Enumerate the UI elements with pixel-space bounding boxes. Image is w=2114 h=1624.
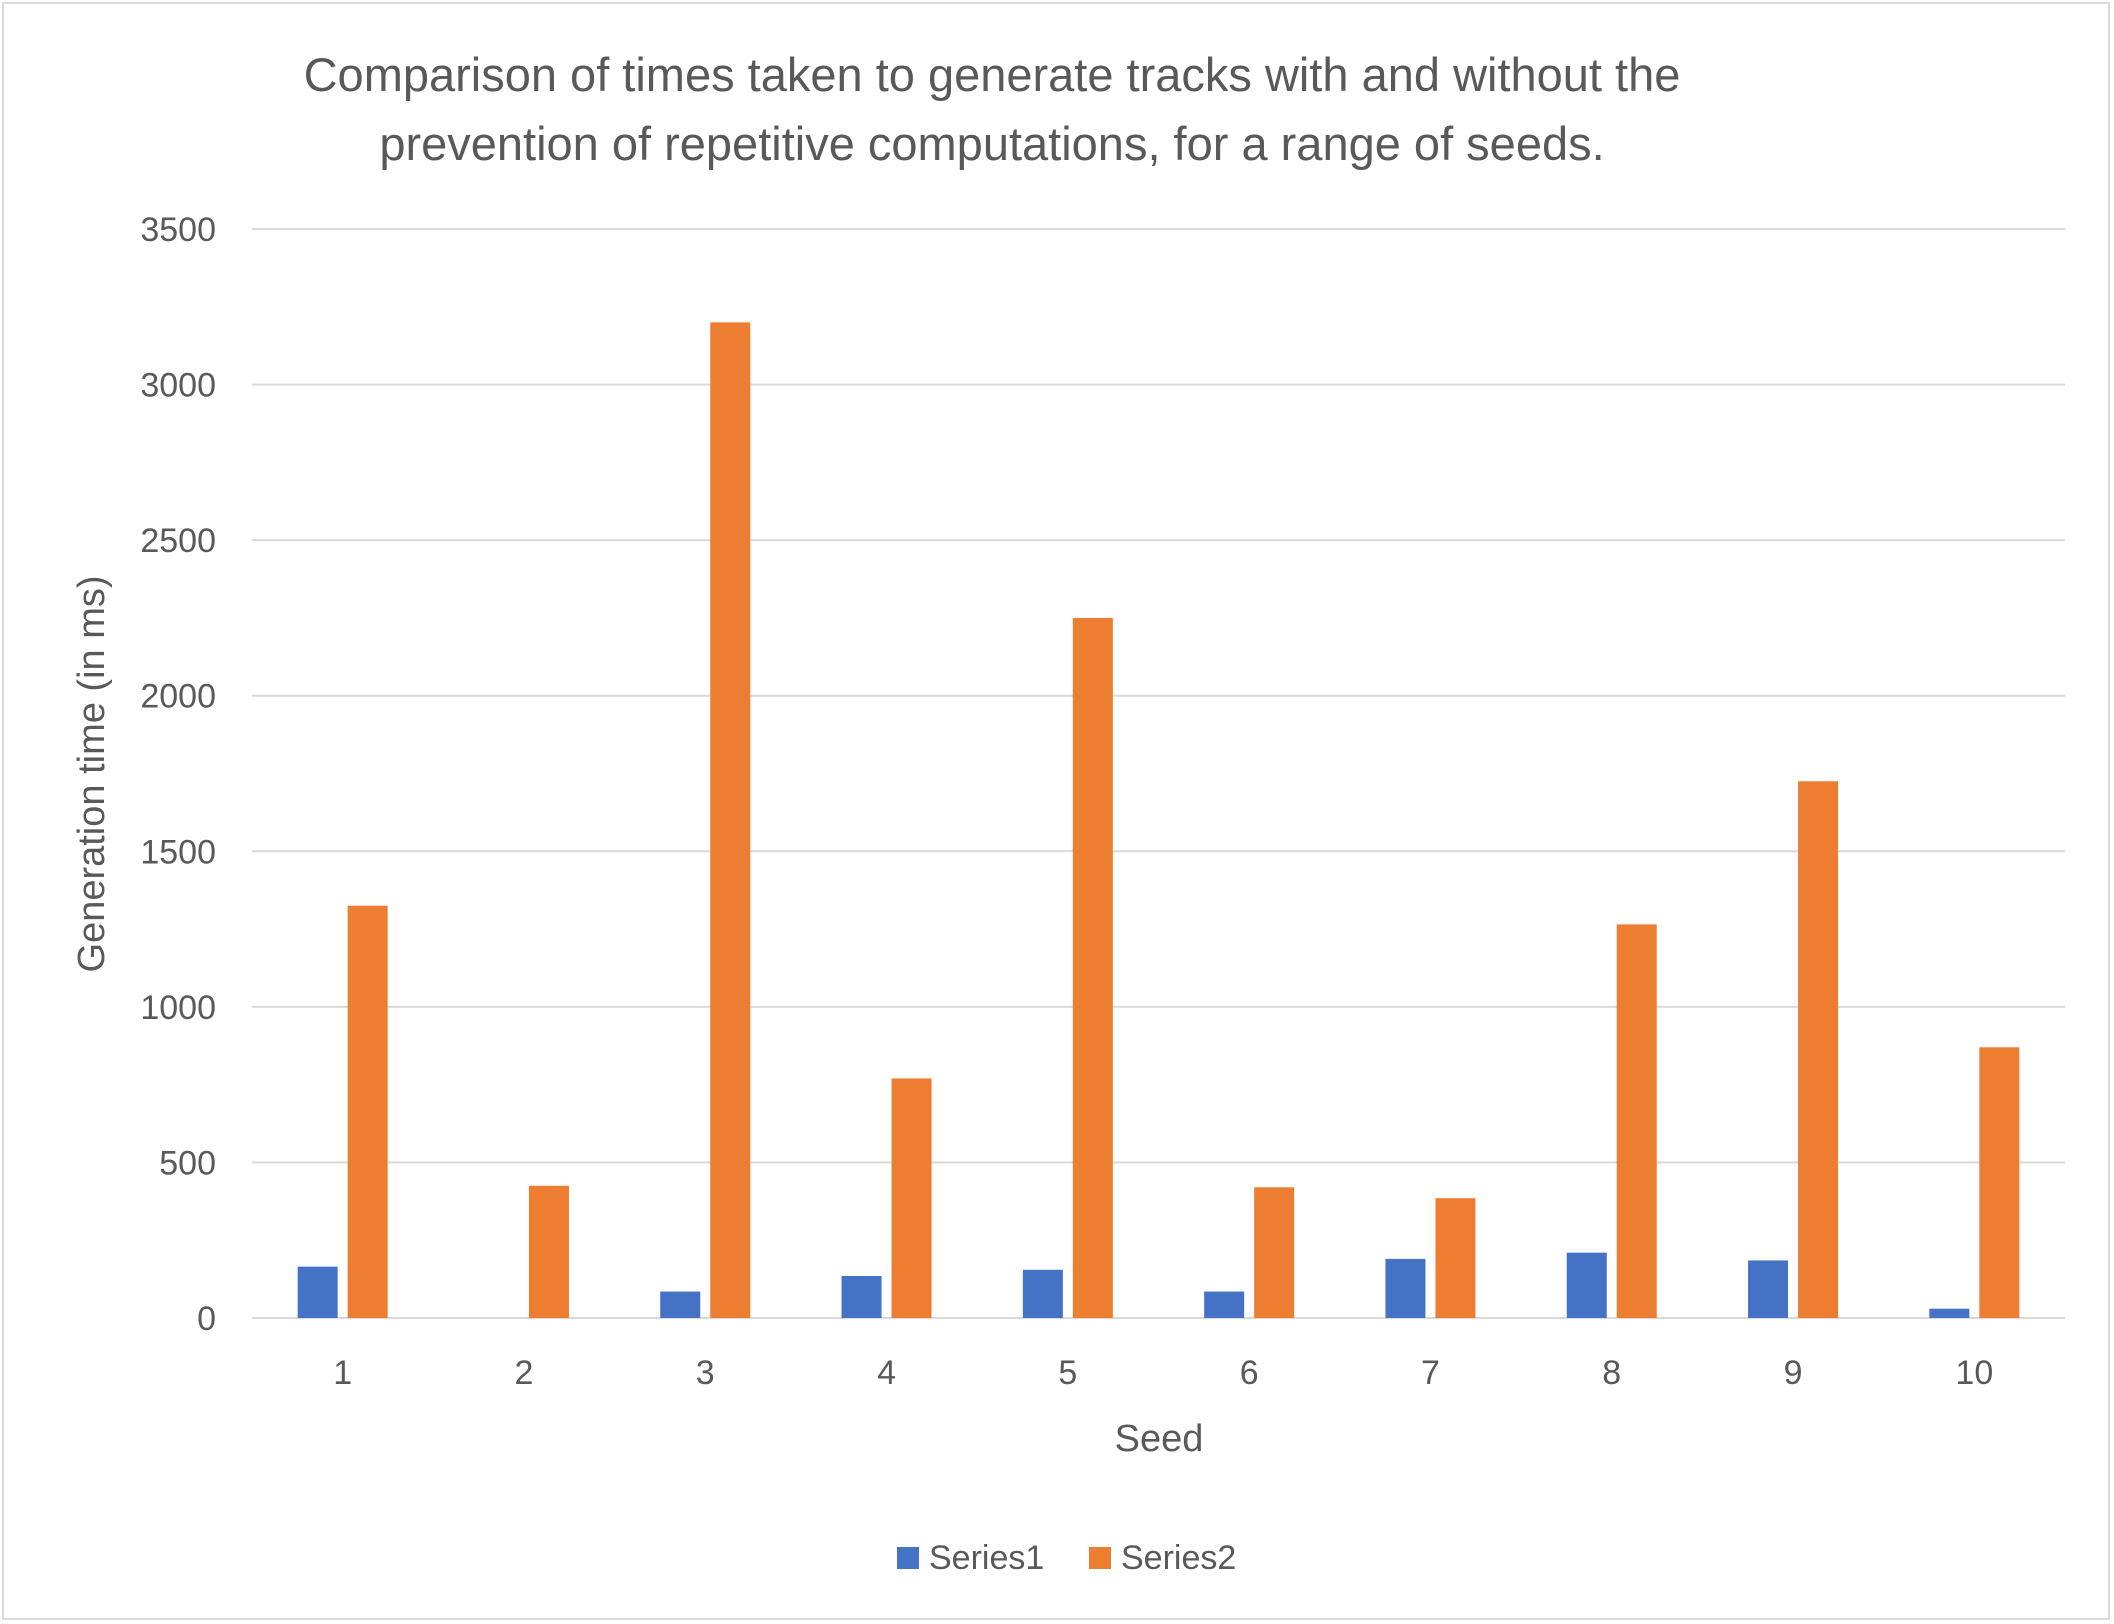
y-axis-ticks: 0 500 1000 1500 2000 2500 3000 3500: [140, 211, 216, 1338]
gridlines: [252, 228, 2065, 1319]
x-tick-label: 6: [1240, 1354, 1259, 1392]
y-tick-label: 3500: [140, 211, 216, 249]
bar-series2-1: [347, 905, 388, 1318]
bar-series1-1: [297, 1266, 338, 1318]
x-tick-label: 1: [333, 1354, 352, 1392]
bar-series1-9: [1748, 1260, 1789, 1318]
bar-series2-6: [1254, 1187, 1295, 1318]
bars: [297, 322, 2020, 1318]
x-tick-label: 10: [1955, 1354, 1993, 1392]
y-tick-label: 3000: [140, 367, 216, 405]
bar-series1-5: [1022, 1269, 1063, 1318]
legend-swatch-series1: [897, 1547, 919, 1569]
x-tick-label: 2: [514, 1354, 533, 1392]
legend-label-series2: Series2: [1121, 1539, 1236, 1577]
x-tick-label: 7: [1421, 1354, 1440, 1392]
bar-series2-10: [1979, 1047, 2020, 1318]
legend-label-series1: Series1: [929, 1539, 1044, 1577]
x-tick-label: 3: [696, 1354, 715, 1392]
legend: Series1 Series2: [897, 1539, 1236, 1577]
x-axis-title: Seed: [1115, 1418, 1204, 1460]
y-tick-label: 2500: [140, 522, 216, 560]
y-tick-label: 2000: [140, 678, 216, 716]
y-tick-label: 0: [197, 1300, 216, 1338]
bar-series2-3: [710, 322, 751, 1318]
bar-series1-3: [660, 1291, 701, 1318]
x-axis-ticks: 1 2 3 4 5 6 7 8 9 10: [333, 1354, 1993, 1392]
chart-svg: Comparison of times taken to generate tr…: [71, 48, 2065, 1577]
y-axis-title: Generation time (in ms): [71, 575, 113, 972]
bar-series2-4: [891, 1078, 932, 1318]
bar-series2-5: [1072, 617, 1113, 1318]
x-tick-label: 8: [1602, 1354, 1621, 1392]
chart-title: Comparison of times taken to generate tr…: [304, 48, 1681, 170]
bar-series1-6: [1204, 1291, 1245, 1318]
bar-series2-7: [1435, 1198, 1476, 1318]
x-tick-label: 5: [1058, 1354, 1077, 1392]
bar-series1-7: [1385, 1258, 1426, 1318]
y-tick-label: 1500: [140, 833, 216, 871]
bar-series2-2: [528, 1185, 569, 1318]
chart-title-line-1: Comparison of times taken to generate tr…: [304, 48, 1681, 101]
chart-title-line-2: prevention of repetitive computations, f…: [379, 117, 1604, 170]
bar-series1-8: [1566, 1252, 1607, 1318]
x-tick-label: 9: [1784, 1354, 1803, 1392]
bar-series1-4: [841, 1275, 882, 1318]
legend-swatch-series2: [1089, 1547, 1111, 1569]
y-tick-label: 500: [159, 1144, 216, 1182]
x-tick-label: 4: [877, 1354, 896, 1392]
bar-series1-10: [1929, 1308, 1970, 1318]
y-tick-label: 1000: [140, 989, 216, 1027]
bar-series2-8: [1616, 924, 1657, 1318]
bar-series2-9: [1798, 781, 1839, 1318]
